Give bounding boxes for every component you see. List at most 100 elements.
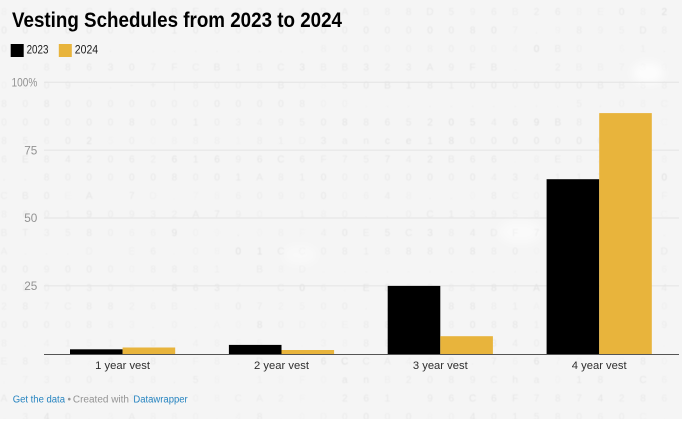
svg-text:B: B	[576, 62, 583, 73]
svg-text:6: 6	[129, 154, 135, 165]
svg-text:C: C	[341, 357, 348, 368]
svg-text:1: 1	[236, 173, 242, 184]
svg-text:8: 8	[449, 136, 455, 147]
svg-text:0: 0	[321, 191, 327, 202]
svg-text:0: 0	[257, 210, 263, 221]
svg-text:1: 1	[576, 173, 582, 184]
svg-text:0: 0	[1, 81, 7, 92]
svg-text:8: 8	[150, 412, 156, 419]
svg-text:.: .	[280, 412, 283, 419]
svg-text:B: B	[384, 375, 391, 386]
svg-text:7: 7	[555, 357, 561, 368]
svg-text:9: 9	[86, 210, 92, 221]
svg-text:.: .	[130, 357, 133, 368]
svg-text:5: 5	[236, 338, 242, 349]
svg-text:.: .	[173, 191, 176, 202]
svg-text:0: 0	[172, 357, 178, 368]
svg-text:9: 9	[598, 26, 604, 37]
svg-text:.: .	[322, 394, 325, 405]
svg-text:E: E	[1, 357, 8, 368]
svg-text:8: 8	[470, 283, 476, 294]
svg-text:.: .	[24, 246, 27, 257]
svg-text:3: 3	[172, 394, 178, 405]
svg-text:6: 6	[363, 191, 369, 202]
svg-text:.: .	[194, 320, 197, 331]
svg-text:8: 8	[470, 26, 476, 37]
svg-text:0: 0	[427, 173, 433, 184]
svg-text:0: 0	[65, 118, 71, 129]
svg-text:0: 0	[449, 118, 455, 129]
svg-text:8: 8	[278, 265, 284, 276]
svg-text:c: c	[385, 136, 390, 147]
svg-text:8: 8	[321, 44, 327, 55]
svg-text:8: 8	[214, 136, 220, 147]
svg-text:4: 4	[491, 118, 497, 129]
svg-text:7: 7	[193, 191, 199, 202]
svg-text:.: .	[450, 191, 453, 202]
svg-text:2: 2	[150, 154, 156, 165]
svg-text:0: 0	[129, 62, 135, 73]
svg-text:0: 0	[299, 191, 305, 202]
svg-text:4: 4	[598, 394, 604, 405]
svg-text:8: 8	[44, 173, 50, 184]
svg-text:6: 6	[662, 394, 668, 405]
svg-text:0: 0	[512, 81, 518, 92]
svg-text:0: 0	[449, 44, 455, 55]
svg-text:C: C	[235, 7, 242, 18]
svg-text:4: 4	[385, 191, 391, 202]
svg-text:0: 0	[1, 320, 7, 331]
svg-text:.: .	[429, 265, 432, 276]
svg-text:B: B	[256, 62, 263, 73]
svg-text:0: 0	[342, 26, 348, 37]
svg-text:F: F	[512, 394, 518, 405]
svg-text:0: 0	[470, 173, 476, 184]
svg-text:3: 3	[44, 375, 50, 386]
svg-text:0: 0	[108, 173, 114, 184]
svg-text:D: D	[299, 81, 306, 92]
svg-text:0: 0	[342, 302, 348, 313]
svg-text:0: 0	[23, 320, 29, 331]
svg-text:4: 4	[470, 228, 476, 239]
svg-text:0: 0	[576, 44, 582, 55]
svg-text:2023: 2023	[27, 42, 49, 56]
svg-text:0: 0	[108, 118, 114, 129]
svg-text:2 year vest: 2 year vest	[254, 360, 309, 372]
svg-text:A: A	[1, 394, 8, 405]
svg-text:0: 0	[236, 302, 242, 313]
svg-text:A: A	[256, 173, 263, 184]
svg-text:0: 0	[576, 136, 582, 147]
svg-text:0: 0	[342, 191, 348, 202]
svg-text:0: 0	[662, 302, 668, 313]
svg-text:0: 0	[427, 375, 433, 386]
svg-text:0: 0	[619, 7, 625, 18]
svg-text:8: 8	[427, 44, 433, 55]
svg-text:3: 3	[236, 118, 242, 129]
svg-text:9: 9	[236, 154, 242, 165]
svg-text:8: 8	[491, 283, 497, 294]
svg-text:9: 9	[278, 118, 284, 129]
svg-text:4: 4	[406, 357, 412, 368]
svg-text:50: 50	[24, 211, 37, 225]
svg-text:.: .	[301, 338, 304, 349]
svg-text:3: 3	[23, 412, 29, 419]
svg-text:B: B	[171, 7, 178, 18]
svg-text:8: 8	[44, 99, 50, 110]
svg-text:2: 2	[278, 302, 284, 313]
svg-text:C: C	[512, 191, 519, 202]
svg-text:2: 2	[662, 7, 668, 18]
svg-text:75: 75	[24, 143, 37, 157]
svg-text:4: 4	[193, 338, 199, 349]
svg-text:0: 0	[193, 173, 199, 184]
svg-text:0: 0	[44, 320, 50, 331]
svg-text:8: 8	[555, 412, 561, 419]
svg-text:Created with: Created with	[73, 395, 129, 406]
svg-text:1: 1	[449, 81, 455, 92]
svg-text:.: .	[237, 357, 240, 368]
svg-text:0: 0	[236, 246, 242, 257]
svg-text:6: 6	[449, 394, 455, 405]
svg-text:0: 0	[44, 81, 50, 92]
svg-text:.: .	[24, 173, 27, 184]
svg-text:0: 0	[65, 173, 71, 184]
svg-text:A: A	[341, 7, 348, 18]
svg-text:3: 3	[108, 62, 114, 73]
